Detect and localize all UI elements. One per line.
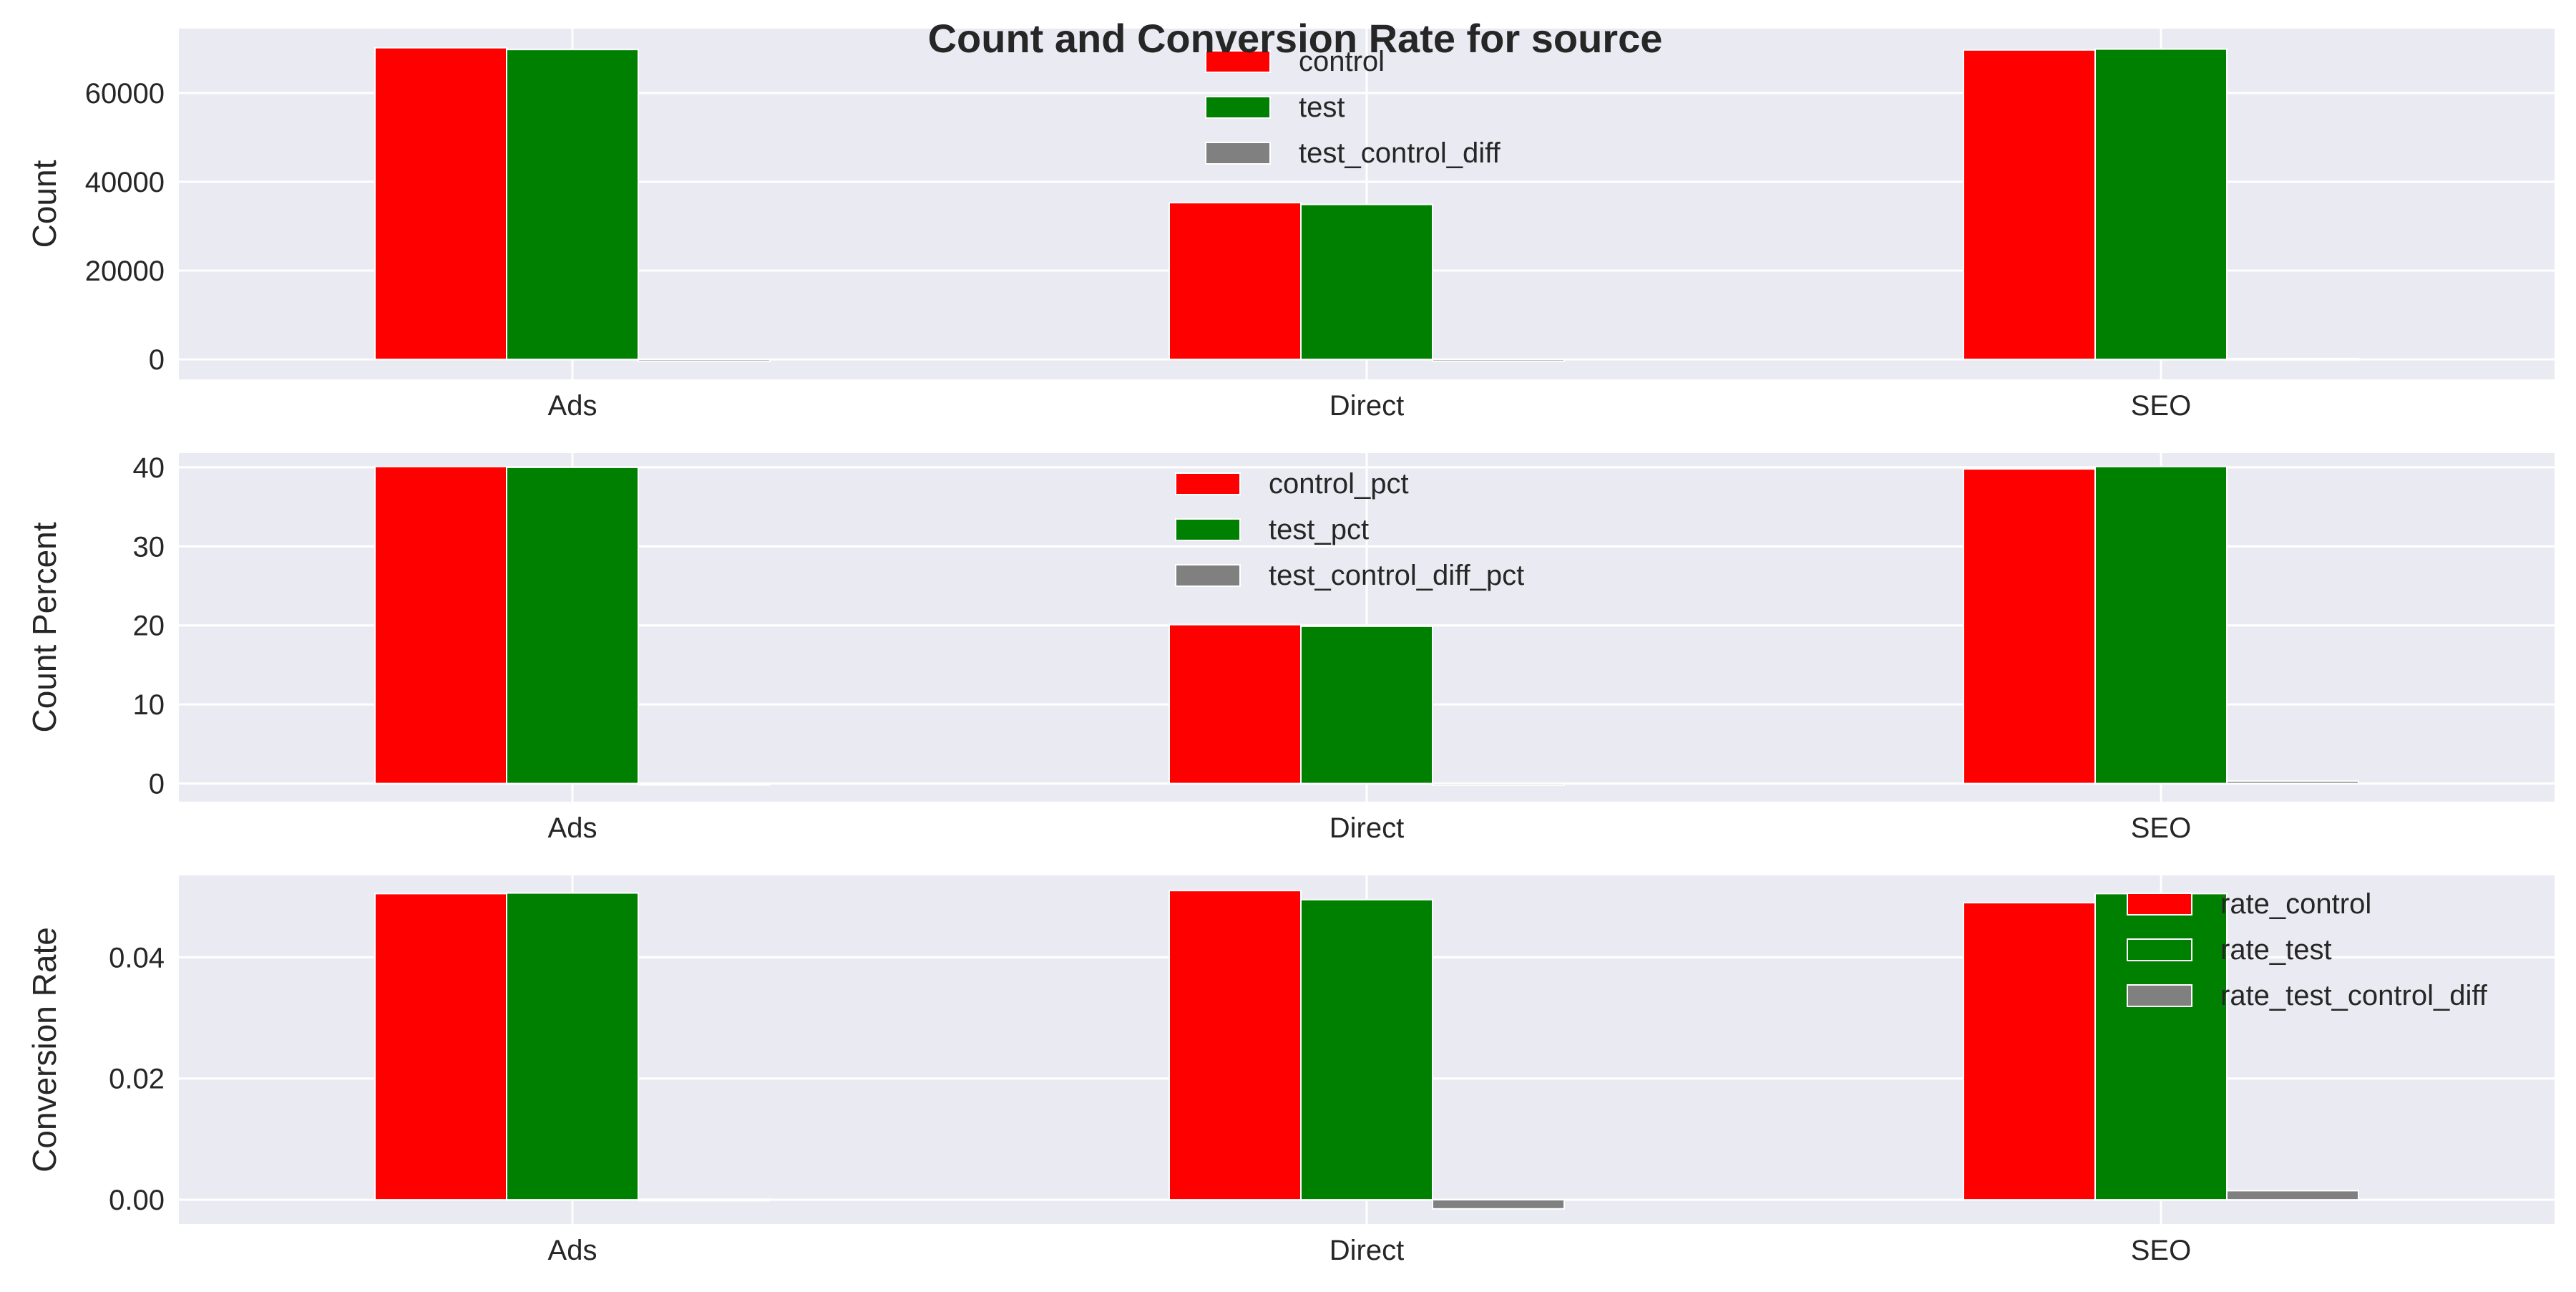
- bar-rate_test_control_diff-ads: [638, 1198, 771, 1202]
- bar-test-ads: [506, 49, 639, 361]
- legend-swatch: [2127, 893, 2192, 915]
- y-tick-label: 0: [149, 769, 165, 800]
- x-tick-label: Direct: [1330, 1235, 1404, 1266]
- legend-label: rate_control: [2220, 888, 2371, 920]
- y-axis-label: Count Percent: [26, 522, 63, 732]
- bar-control-ads: [374, 47, 507, 361]
- bar-rate_test-ads: [506, 892, 639, 1201]
- bar-test_pct-seo: [2094, 465, 2228, 785]
- legend-swatch: [1175, 518, 1241, 541]
- bar-control_pct-seo: [1963, 468, 2096, 785]
- y-tick-label: 0.04: [109, 942, 165, 973]
- bar-rate_control-ads: [374, 893, 507, 1201]
- bar-test-direct: [1300, 203, 1433, 361]
- legend-swatch: [1205, 96, 1271, 119]
- bar-test-seo: [2094, 48, 2228, 361]
- x-tick-label: Ads: [548, 390, 597, 422]
- legend: rate_control rate_test rate_test_control_d…: [2127, 888, 2488, 1011]
- y-tick-label: 10: [133, 689, 165, 721]
- y-tick-label: 60000: [85, 78, 165, 110]
- x-tick-label: SEO: [2131, 390, 2191, 422]
- bar-test_control_diff_pct-seo: [2226, 780, 2359, 785]
- legend-label: test_control_diff: [1299, 137, 1501, 169]
- legend-label: control_pct: [1269, 468, 1409, 500]
- legend-swatch: [2127, 984, 2192, 1007]
- bar-rate_control-direct: [1169, 890, 1302, 1201]
- bar-rate_control-seo: [1963, 902, 2096, 1201]
- legend: control test test_control_diff: [1205, 46, 1501, 169]
- bar-rate_test_control_diff-direct: [1432, 1199, 1565, 1210]
- y-axis-label: Count: [26, 160, 63, 248]
- x-tick-label: Direct: [1330, 390, 1404, 422]
- legend-label: test_control_diff_pct: [1269, 560, 1524, 591]
- bar-control-direct: [1169, 202, 1302, 361]
- legend-swatch: [1205, 50, 1271, 73]
- bar-test_control_diff_pct-direct: [1432, 782, 1565, 786]
- legend-swatch: [2127, 938, 2192, 961]
- bar-test_control_diff_pct-ads: [638, 782, 771, 786]
- legend-swatch: [1175, 564, 1241, 587]
- legend-label: rate_test: [2220, 934, 2332, 966]
- legend-swatch: [1205, 142, 1271, 165]
- y-tick-label: 30: [133, 531, 165, 563]
- bar-rate_test-direct: [1300, 898, 1433, 1201]
- legend-label: control: [1299, 46, 1385, 77]
- bar-test_control_diff-seo: [2226, 357, 2359, 361]
- legend-label: test: [1299, 92, 1345, 123]
- y-tick-label: 0.00: [109, 1185, 165, 1216]
- bar-control_pct-direct: [1169, 623, 1302, 785]
- y-axis-label: Conversion Rate: [26, 927, 63, 1172]
- bar-test_pct-direct: [1300, 625, 1433, 785]
- bar-rate_test_control_diff-seo: [2226, 1190, 2359, 1201]
- x-tick-label: Ads: [548, 1235, 597, 1266]
- y-tick-label: 20: [133, 611, 165, 642]
- y-tick-label: 40000: [85, 167, 165, 198]
- legend-swatch: [1175, 472, 1241, 495]
- y-tick-label: 0: [149, 344, 165, 376]
- y-tick-label: 0.02: [109, 1064, 165, 1095]
- y-tick-label: 40: [133, 452, 165, 484]
- legend-label: test_pct: [1269, 514, 1369, 545]
- y-tick-label: 20000: [85, 256, 165, 287]
- chart-title: Count and Conversion Rate for source: [928, 16, 1663, 61]
- bar-test_control_diff-direct: [1432, 359, 1565, 362]
- x-tick-label: Direct: [1330, 812, 1404, 844]
- bar-test_pct-ads: [506, 466, 639, 785]
- bar-control_pct-ads: [374, 465, 507, 785]
- x-tick-label: SEO: [2131, 1235, 2191, 1266]
- subplot-2: 0 10 20 30 40 Ads Direct SEO Count Percent contro…: [26, 452, 2555, 844]
- bar-control-seo: [1963, 49, 2096, 361]
- legend-label: rate_test_control_diff: [2220, 980, 2488, 1011]
- legend: control_pct test_pct test_control_diff_pct: [1175, 468, 1524, 591]
- subplot-3: 0.00 0.02 0.04 Ads Direct SEO Conversion Rate r…: [26, 875, 2555, 1266]
- bar-test_control_diff-ads: [638, 359, 771, 362]
- x-tick-label: SEO: [2131, 812, 2191, 844]
- x-tick-label: Ads: [548, 812, 597, 844]
- subplot-1: 0 20000 40000 60000 Ads Direct SEO Count control…: [26, 29, 2555, 422]
